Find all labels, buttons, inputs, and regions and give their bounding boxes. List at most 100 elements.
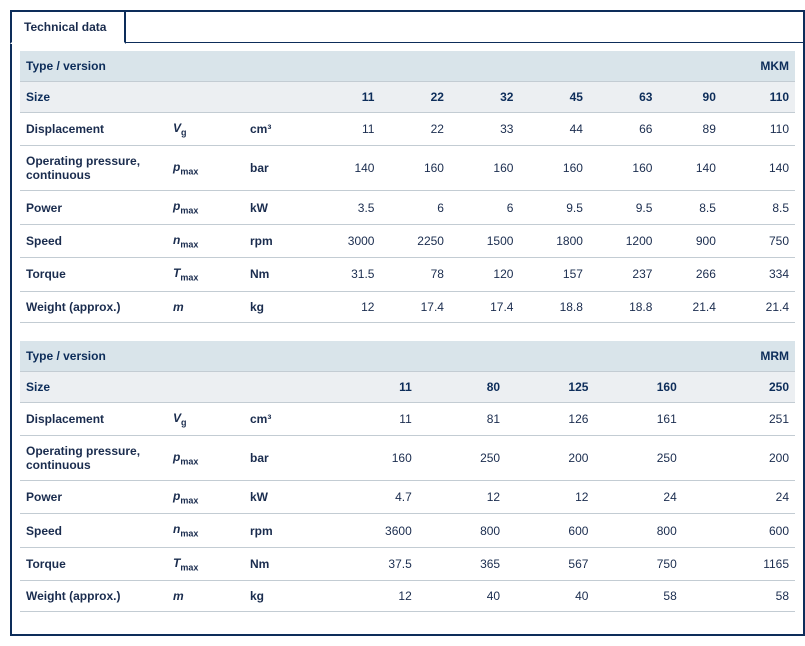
value-cell: 750 [722, 224, 795, 257]
value-cell: 900 [658, 224, 721, 257]
parameter-symbol: pmax [167, 191, 244, 224]
value-cell: 160 [380, 146, 449, 191]
tab-bar: Technical data [12, 12, 803, 43]
value-cell: 1800 [519, 224, 588, 257]
parameter-name: Operating pressure, continuous [20, 435, 167, 480]
value-cell: 66 [589, 113, 658, 146]
value-cell: 140 [722, 146, 795, 191]
parameter-unit: Nm [244, 547, 311, 580]
size-header: 160 [594, 371, 682, 402]
parameter-symbol: m [167, 581, 244, 612]
parameter-symbol: nmax [167, 514, 244, 547]
value-cell: 237 [589, 258, 658, 291]
tab-technical-data[interactable]: Technical data [10, 10, 126, 44]
value-cell: 1165 [683, 547, 795, 580]
parameter-name: Weight (approx.) [20, 581, 167, 612]
value-cell: 40 [506, 581, 594, 612]
value-cell: 157 [519, 258, 588, 291]
size-header: 63 [589, 82, 658, 113]
size-header: 11 [311, 371, 418, 402]
parameter-unit: kg [244, 581, 311, 612]
size-header: 11 [311, 82, 380, 113]
parameter-unit: kW [244, 480, 311, 513]
parameter-name: Torque [20, 547, 167, 580]
size-label: Size [20, 82, 311, 113]
value-cell: 37.5 [311, 547, 418, 580]
value-cell: 600 [506, 514, 594, 547]
value-cell: 250 [418, 435, 506, 480]
value-cell: 160 [589, 146, 658, 191]
value-cell: 1500 [450, 224, 519, 257]
parameter-name: Weight (approx.) [20, 291, 167, 322]
value-cell: 12 [506, 480, 594, 513]
value-cell: 12 [311, 291, 380, 322]
parameter-name: Power [20, 480, 167, 513]
table-row: DisplacementVgcm³112233446689110 [20, 113, 795, 146]
parameter-unit: rpm [244, 224, 311, 257]
value-cell: 8.5 [722, 191, 795, 224]
value-cell: 21.4 [658, 291, 721, 322]
value-cell: 24 [683, 480, 795, 513]
parameter-unit: cm³ [244, 402, 311, 435]
value-cell: 11 [311, 402, 418, 435]
value-cell: 126 [506, 402, 594, 435]
parameter-name: Speed [20, 224, 167, 257]
value-cell: 800 [594, 514, 682, 547]
value-cell: 200 [683, 435, 795, 480]
value-cell: 44 [519, 113, 588, 146]
parameter-unit: bar [244, 435, 311, 480]
value-cell: 17.4 [450, 291, 519, 322]
size-header: 90 [658, 82, 721, 113]
parameter-symbol: Tmax [167, 547, 244, 580]
table-row: DisplacementVgcm³1181126161251 [20, 402, 795, 435]
value-cell: 334 [722, 258, 795, 291]
value-cell: 160 [311, 435, 418, 480]
parameter-name: Speed [20, 514, 167, 547]
value-cell: 567 [506, 547, 594, 580]
value-cell: 17.4 [380, 291, 449, 322]
series-label: MKM [722, 51, 795, 82]
value-cell: 200 [506, 435, 594, 480]
size-label: Size [20, 371, 311, 402]
parameter-symbol: m [167, 291, 244, 322]
parameter-name: Power [20, 191, 167, 224]
table-row: Speednmaxrpm3600800600800600 [20, 514, 795, 547]
value-cell: 9.5 [589, 191, 658, 224]
series-label: MRM [683, 341, 795, 372]
technical-data-panel: Technical data Type / versionMKMSize1122… [10, 10, 805, 636]
value-cell: 18.8 [589, 291, 658, 322]
parameter-symbol: Tmax [167, 258, 244, 291]
size-header: 22 [380, 82, 449, 113]
table-row: TorqueTmaxNm37.53655677501165 [20, 547, 795, 580]
size-header: 125 [506, 371, 594, 402]
parameter-unit: kg [244, 291, 311, 322]
value-cell: 251 [683, 402, 795, 435]
value-cell: 31.5 [311, 258, 380, 291]
parameter-unit: bar [244, 146, 311, 191]
type-version-label: Type / version [20, 341, 683, 372]
panel-content: Type / versionMKMSize112232456390110Disp… [12, 43, 803, 634]
value-cell: 3.5 [311, 191, 380, 224]
parameter-unit: kW [244, 191, 311, 224]
value-cell: 33 [450, 113, 519, 146]
value-cell: 11 [311, 113, 380, 146]
parameter-symbol: pmax [167, 146, 244, 191]
value-cell: 4.7 [311, 480, 418, 513]
size-header: 110 [722, 82, 795, 113]
size-header: 250 [683, 371, 795, 402]
value-cell: 1200 [589, 224, 658, 257]
value-cell: 800 [418, 514, 506, 547]
table-row: PowerpmaxkW4.712122424 [20, 480, 795, 513]
value-cell: 120 [450, 258, 519, 291]
value-cell: 12 [418, 480, 506, 513]
value-cell: 40 [418, 581, 506, 612]
value-cell: 250 [594, 435, 682, 480]
value-cell: 8.5 [658, 191, 721, 224]
table-row: TorqueTmaxNm31.578120157237266334 [20, 258, 795, 291]
value-cell: 58 [683, 581, 795, 612]
parameter-symbol: nmax [167, 224, 244, 257]
value-cell: 600 [683, 514, 795, 547]
table-row: Operating pressure, continuouspmaxbar140… [20, 146, 795, 191]
value-cell: 140 [311, 146, 380, 191]
table-row: Weight (approx.)mkg1240405858 [20, 581, 795, 612]
